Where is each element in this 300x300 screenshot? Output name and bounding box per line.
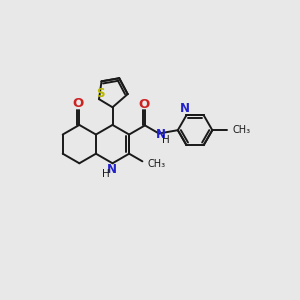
Text: N: N (180, 102, 190, 115)
Text: S: S (96, 87, 104, 100)
Text: CH₃: CH₃ (148, 159, 166, 169)
Text: CH₃: CH₃ (233, 124, 251, 135)
Text: H: H (102, 169, 110, 178)
Text: H: H (162, 135, 169, 145)
Text: O: O (72, 97, 83, 110)
Text: N: N (107, 163, 117, 176)
Text: O: O (139, 98, 150, 111)
Text: N: N (156, 128, 166, 141)
